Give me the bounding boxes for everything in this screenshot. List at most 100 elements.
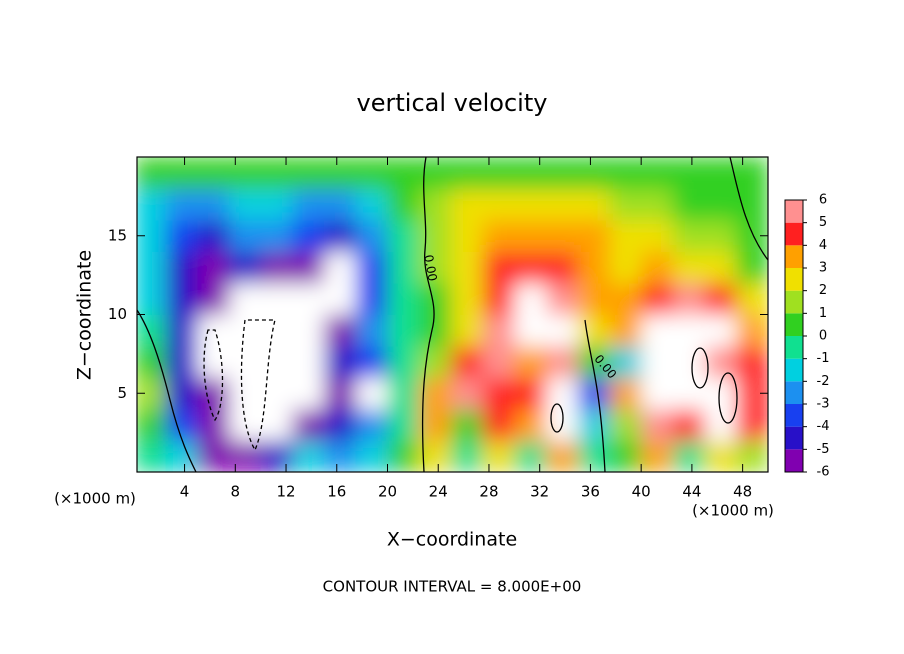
x-axis-label: X−coordinate: [387, 529, 517, 551]
field-cell: [387, 409, 420, 441]
field-cell: [609, 314, 642, 347]
field-cell: [355, 251, 388, 284]
field-cell: [641, 220, 674, 252]
colorbar-swatch: [785, 313, 803, 336]
colorbar-label: 5: [819, 215, 827, 230]
field-cell: [355, 220, 388, 252]
field-cell: [260, 283, 293, 315]
x-tick-label: 28: [479, 483, 498, 501]
field-cell: [419, 283, 452, 315]
contour-line: [691, 347, 709, 389]
field-cell: [641, 157, 674, 189]
x-tick-label: 20: [378, 483, 397, 501]
field-cell: [165, 251, 198, 284]
colorbar-swatch: [785, 358, 803, 382]
chart-title: vertical velocity: [357, 89, 548, 117]
field-cell: [672, 409, 706, 441]
contour-line: [550, 403, 564, 433]
field-cell: [577, 220, 610, 252]
field-cell: [514, 157, 547, 189]
field-cell: [609, 346, 642, 378]
y-tick-label: 15: [108, 226, 127, 244]
field-cell: [197, 409, 230, 441]
field-cell: [514, 283, 547, 315]
field-cell: [355, 314, 388, 347]
field-cell: [165, 283, 198, 315]
x-tick-label: 12: [276, 483, 295, 501]
contour-line: [240, 319, 276, 452]
field-cell: [228, 220, 262, 252]
field-cell: [228, 409, 262, 441]
colorbar-swatch: [785, 222, 803, 246]
field-cell: [514, 346, 547, 378]
field-cell: [292, 220, 325, 252]
field-cell: [514, 314, 547, 347]
contour-line: [203, 329, 224, 422]
field-cell: [292, 157, 325, 189]
colorbar-swatch: [785, 449, 803, 472]
field-cell: [482, 157, 515, 189]
field-cell: [387, 377, 420, 410]
field-cell: [260, 314, 293, 347]
field-cell: [197, 251, 230, 284]
x-unit-label: (×1000 m): [54, 490, 136, 508]
contour-line: [584, 319, 606, 472]
field-cell: [704, 314, 737, 347]
field-cell: [514, 377, 547, 410]
field-cell: [546, 251, 579, 284]
field-cell: [165, 220, 198, 252]
field-cell: [704, 157, 737, 189]
colorbar-swatch: [785, 268, 803, 291]
field-cell: [324, 440, 357, 472]
field-cell: [672, 220, 706, 252]
field-cell: [260, 346, 293, 378]
field-cell: [641, 440, 674, 472]
field-cell: [137, 314, 167, 347]
field-cell: [292, 314, 325, 347]
x-tick-label: 48: [733, 483, 752, 501]
colorbar-label: -4: [817, 419, 830, 434]
field-cell: [137, 409, 167, 441]
field-cell: [609, 409, 642, 441]
field-cell: [260, 251, 293, 284]
colorbar-label: 1: [819, 306, 827, 321]
field-cell: [387, 283, 420, 315]
field-cell: [450, 283, 484, 315]
field-cell: [324, 188, 357, 221]
field-cell: [197, 346, 230, 378]
field-cell: [482, 251, 515, 284]
field-cell: [387, 157, 420, 189]
field-cell: [324, 346, 357, 378]
field-cell: [228, 440, 262, 472]
field-cell: [324, 220, 357, 252]
field-cell: [672, 251, 706, 284]
field-cell: [641, 251, 674, 284]
colorbar-swatch: [785, 426, 803, 450]
colorbar-swatch: [785, 336, 803, 359]
field-cell: [292, 346, 325, 378]
field-cell: [355, 157, 388, 189]
field-cell: [324, 283, 357, 315]
x-tick-label: 36: [581, 483, 600, 501]
field-cell: [137, 251, 167, 284]
field-cell: [546, 377, 579, 410]
field-cell: [672, 188, 706, 221]
field-cell: [292, 440, 325, 472]
field-cell: [482, 346, 515, 378]
field-cell: [165, 157, 198, 189]
field-cell: [137, 157, 167, 189]
x-tick-label: 4: [180, 483, 190, 501]
colorbar-label: 4: [819, 238, 827, 253]
contours: [137, 157, 768, 472]
field-cell: [482, 409, 515, 441]
field-cell: [292, 188, 325, 221]
field-cell: [419, 409, 452, 441]
colorbar-swatch: [785, 245, 803, 268]
field-cell: [736, 440, 768, 472]
field-cell: [355, 409, 388, 441]
contour-label: 0.00: [421, 254, 439, 283]
field-cell: [197, 157, 230, 189]
field-cell: [482, 440, 515, 472]
field-cell: [450, 314, 484, 347]
field-cell: [546, 440, 579, 472]
